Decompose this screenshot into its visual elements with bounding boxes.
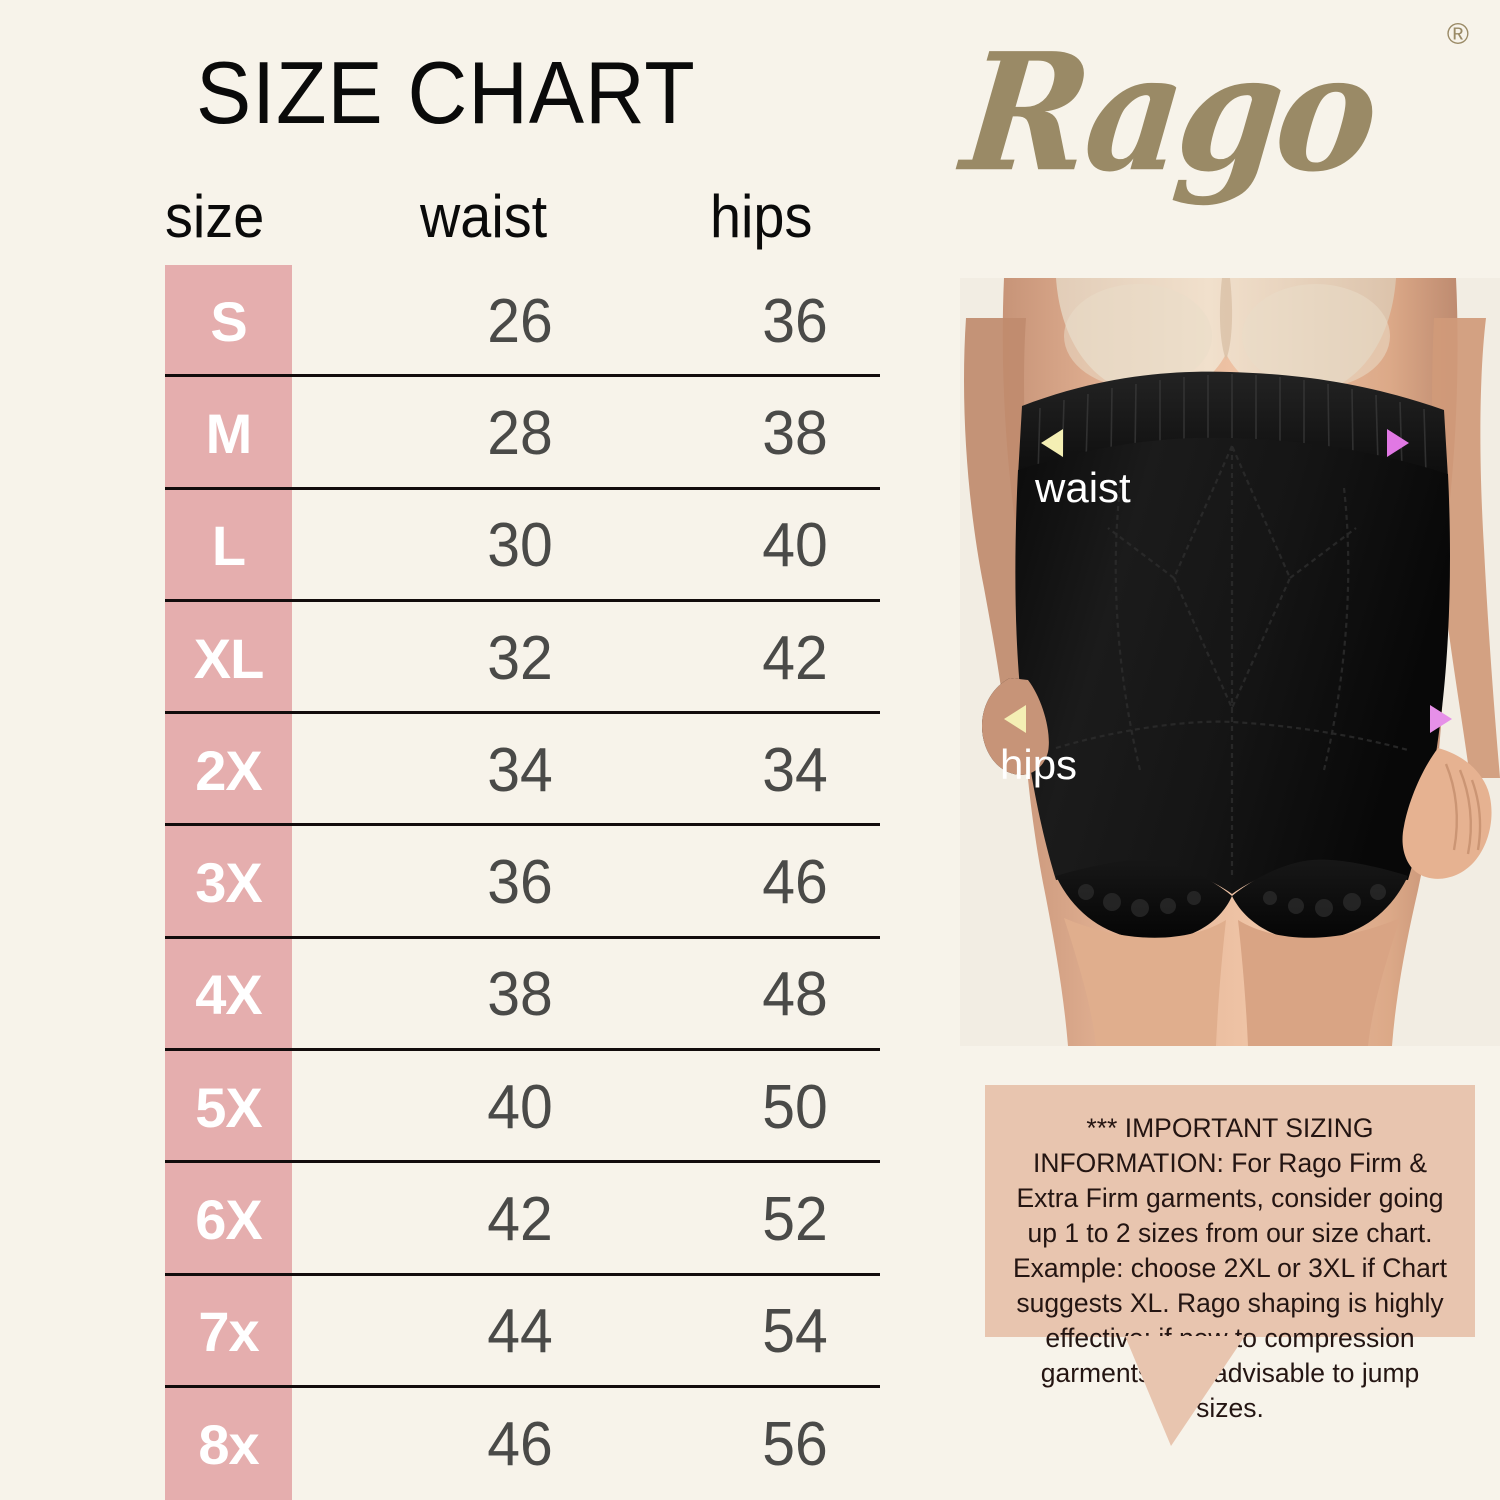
- size-column-accent-strip: [165, 265, 292, 1500]
- table-row: 2X 34 34: [165, 714, 880, 827]
- cell-size: XL: [193, 626, 265, 690]
- cell-size: 3X: [195, 851, 263, 915]
- cell-size: 4X: [195, 963, 263, 1027]
- cell-size: 5X: [195, 1075, 263, 1139]
- hips-label: hips: [1000, 741, 1078, 788]
- row-divider: [165, 598, 880, 602]
- cell-hips: 48: [762, 960, 828, 1030]
- cell-waist: 30: [487, 511, 553, 581]
- cell-waist: 42: [487, 1185, 553, 1255]
- brand-wordmark: Rago: [955, 18, 1382, 209]
- hips-arrow-icon: [998, 705, 1458, 733]
- cell-hips: 46: [762, 848, 828, 918]
- table-row: L 30 40: [165, 490, 880, 602]
- row-divider: [165, 486, 880, 490]
- table-row: 3X 36 46: [165, 826, 880, 939]
- callout-tail: [1125, 1336, 1245, 1446]
- cell-hips: 54: [762, 1297, 828, 1367]
- row-divider: [165, 823, 880, 827]
- cell-waist: 32: [487, 623, 553, 693]
- row-divider: [165, 711, 880, 715]
- cell-size: 2X: [195, 738, 263, 802]
- column-header-size: size: [165, 183, 265, 250]
- sizing-information-box: *** IMPORTANT SIZING INFORMATION: For Ra…: [985, 1085, 1475, 1423]
- row-divider: [165, 935, 880, 939]
- table-row: S 26 36: [165, 265, 880, 378]
- brand-and-photo-panel: Rago ®: [930, 0, 1500, 1500]
- cell-size: 7x: [198, 1300, 259, 1364]
- cell-waist: 34: [487, 735, 553, 805]
- row-divider: [165, 1160, 880, 1164]
- cell-size: 6X: [195, 1188, 263, 1252]
- row-divider: [165, 1272, 880, 1276]
- waist-arrow-icon: [1035, 429, 1415, 457]
- product-photo: waist hips: [960, 278, 1500, 1046]
- cell-hips: 56: [762, 1409, 828, 1479]
- cell-hips: 36: [762, 286, 828, 356]
- cell-hips: 52: [762, 1185, 828, 1255]
- cell-waist: 40: [487, 1072, 553, 1142]
- size-chart-panel: SIZE CHART size waist hips S 26 36 M 28 …: [165, 43, 880, 1500]
- table-row: XL 32 42: [165, 602, 880, 715]
- column-header-hips: hips: [710, 183, 813, 250]
- page-title: SIZE CHART: [196, 43, 696, 142]
- cell-size: S: [210, 289, 247, 353]
- table-row: 5X 40 50: [165, 1051, 880, 1164]
- table-header-row: size waist hips: [165, 182, 880, 250]
- cell-size: L: [211, 514, 246, 578]
- rago-logo: Rago ®: [955, 12, 1475, 209]
- cell-waist: 26: [487, 286, 553, 356]
- model-illustration: [960, 278, 1500, 1046]
- cell-waist: 46: [487, 1409, 553, 1479]
- cell-waist: 28: [487, 398, 553, 468]
- row-divider: [165, 1048, 880, 1052]
- cell-waist: 36: [487, 848, 553, 918]
- cell-hips: 40: [762, 511, 828, 581]
- size-table-body: S 26 36 M 28 38 L 30 40 XL 32 42 2X 34 3…: [165, 265, 880, 1500]
- waist-measurement-annotation: waist: [1015, 418, 1435, 528]
- table-row: 7x 44 54: [165, 1276, 880, 1388]
- hips-measurement-annotation: hips: [978, 693, 1478, 813]
- cell-hips: 38: [762, 398, 828, 468]
- cell-hips: 50: [762, 1072, 828, 1142]
- cell-hips: 42: [762, 623, 828, 693]
- waist-label: waist: [1035, 464, 1131, 511]
- table-row: M 28 38: [165, 377, 880, 490]
- table-row: 8x 46 56: [165, 1388, 880, 1500]
- cell-size: M: [205, 401, 253, 465]
- registered-trademark-icon: ®: [1446, 18, 1469, 51]
- sizing-information-callout: *** IMPORTANT SIZING INFORMATION: For Ra…: [985, 1085, 1475, 1446]
- cell-hips: 34: [762, 735, 828, 805]
- row-divider: [165, 374, 880, 378]
- row-divider: [165, 1384, 880, 1388]
- table-row: 4X 38 48: [165, 939, 880, 1052]
- column-header-waist: waist: [420, 183, 548, 250]
- cell-waist: 38: [487, 960, 553, 1030]
- table-row: 6X 42 52: [165, 1163, 880, 1276]
- cell-waist: 44: [487, 1297, 553, 1367]
- cell-size: 8x: [198, 1412, 259, 1476]
